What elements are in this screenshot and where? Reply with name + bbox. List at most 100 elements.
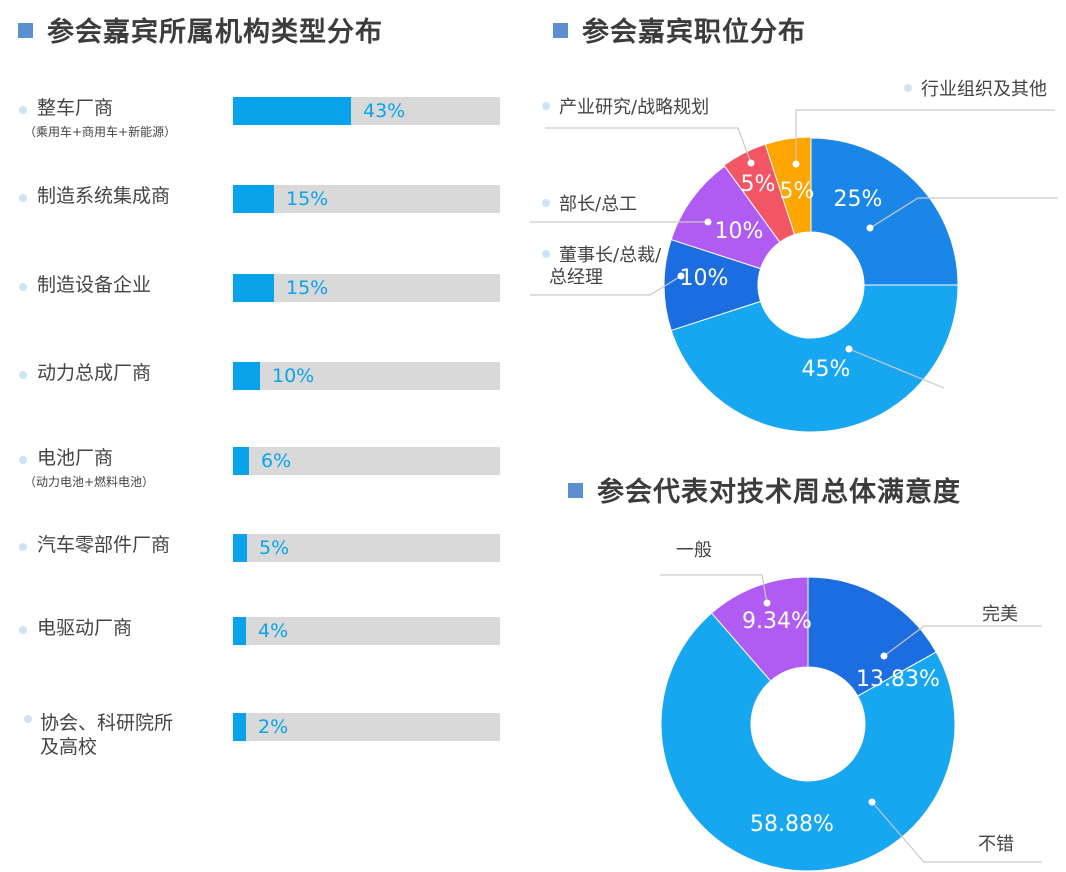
bar-track: 6% <box>233 447 500 475</box>
bar-row: 制造系统集成商 15% <box>0 184 520 244</box>
slice-value-label: 10% <box>715 219 764 244</box>
leader-dot <box>868 798 876 806</box>
bar-track: 4% <box>233 617 500 645</box>
legend-dot <box>542 199 550 207</box>
bar-value-label: 15% <box>286 277 329 299</box>
bar-fill <box>233 534 247 562</box>
satisfaction-title: 参会代表对技术周总体满意度 <box>568 470 961 509</box>
bar-value-label: 15% <box>286 188 329 210</box>
leader-line <box>795 109 1055 164</box>
legend-dot <box>19 626 27 634</box>
leader-line <box>883 625 1042 657</box>
position-title-text: 参会嘉宾职位分布 <box>582 17 806 48</box>
org-type-title: 参会嘉宾所属机构类型分布 <box>18 10 383 49</box>
title-square-icon <box>553 23 568 38</box>
category-label: 电池厂商 <box>37 447 114 469</box>
bar-row: 协会、科研院所 及高校 2% <box>0 705 520 765</box>
donut-slice <box>710 576 809 682</box>
bar-value-label: 5% <box>259 537 290 559</box>
bar-value-label: 4% <box>258 620 289 642</box>
category-label: 汽车零部件厂商 <box>37 534 171 556</box>
leader-dot <box>880 652 888 660</box>
donut-slice <box>660 612 956 872</box>
legend-dot <box>542 102 550 110</box>
bar-value-label: 43% <box>363 100 406 122</box>
bar-track: 15% <box>233 274 500 302</box>
slice-value-label: 58.88% <box>750 812 834 837</box>
slice-value-label: 5% <box>741 172 776 197</box>
legend-dot <box>24 715 32 723</box>
bar-fill <box>233 617 246 645</box>
legend-dot <box>19 543 27 551</box>
title-square-icon <box>18 23 33 38</box>
bar-track: 43% <box>233 97 500 125</box>
legend-dot <box>542 250 550 258</box>
donut-slice <box>764 136 812 236</box>
slice-value-label: 25% <box>834 187 883 212</box>
legend-dot <box>19 371 27 379</box>
bar-value-label: 6% <box>261 450 292 472</box>
leader-line <box>869 197 1058 229</box>
category-note: （乘用车+商用车+新能源） <box>24 125 177 139</box>
leader-line <box>530 275 682 296</box>
legend-label: 部长/总工 <box>559 194 637 215</box>
leader-line <box>660 574 768 604</box>
legend-label: 一般 <box>676 540 712 561</box>
category-label: 协会、科研院所 及高校 <box>40 712 174 758</box>
slice-value-label: 5% <box>780 179 815 204</box>
bar-fill <box>233 713 246 741</box>
category-label: 动力总成厂商 <box>37 362 152 384</box>
legend-dot <box>19 283 27 291</box>
category-label: 制造系统集成商 <box>37 185 171 207</box>
legend-dot <box>19 456 27 464</box>
legend-label: 董事长/总裁/ <box>559 245 662 266</box>
bar-fill <box>233 274 274 302</box>
legend-label: 行业组织及其他 <box>921 79 1047 100</box>
legend-label-continued: 总经理 <box>549 267 603 288</box>
bar-track: 2% <box>233 713 500 741</box>
leader-line <box>848 348 945 389</box>
legend-label: 完美 <box>982 604 1018 625</box>
bar-fill <box>233 185 274 213</box>
leader-dot <box>845 345 853 353</box>
donut-slice <box>810 137 959 286</box>
position-title: 参会嘉宾职位分布 <box>553 10 806 49</box>
title-square-icon <box>568 483 583 498</box>
category-note: （动力电池+燃料电池） <box>24 475 155 489</box>
bar-track: 5% <box>233 534 500 562</box>
donut-slice <box>807 576 937 697</box>
org-type-title-text: 参会嘉宾所属机构类型分布 <box>47 17 383 48</box>
bar-row: 整车厂商 （乘用车+商用车+新能源） 43% <box>0 96 520 156</box>
legend-dot <box>904 84 912 92</box>
slice-value-label: 13.83% <box>856 667 940 692</box>
bar-fill <box>233 447 249 475</box>
donut-slice <box>670 284 959 433</box>
legend-dot <box>19 106 27 114</box>
bar-row: 制造设备企业 15% <box>0 273 520 333</box>
leader-dot <box>704 218 712 226</box>
legend-label: 不错 <box>978 834 1014 855</box>
leader-line <box>871 801 1042 863</box>
bar-row: 汽车零部件厂商 5% <box>0 533 520 593</box>
bar-value-label: 2% <box>258 716 289 738</box>
bar-value-label: 10% <box>272 365 315 387</box>
bar-row: 电池厂商 （动力电池+燃料电池） 6% <box>0 446 520 506</box>
leader-dot <box>677 272 685 280</box>
leader-line <box>545 127 752 164</box>
legend-label: 产业研究/战略规划 <box>559 97 709 118</box>
leader-dot <box>866 224 874 232</box>
bar-fill <box>233 97 351 125</box>
category-label: 制造设备企业 <box>37 274 152 296</box>
leader-dot <box>747 159 755 167</box>
slice-value-label: 45% <box>802 357 851 382</box>
leader-dot <box>792 160 800 168</box>
bar-fill <box>233 362 260 390</box>
category-label: 电驱动厂商 <box>37 617 133 639</box>
satisfaction-title-text: 参会代表对技术周总体满意度 <box>597 477 961 508</box>
bar-track: 10% <box>233 362 500 390</box>
leader-dot <box>763 599 771 607</box>
bar-row: 动力总成厂商 10% <box>0 361 520 421</box>
legend-dot <box>19 194 27 202</box>
bar-row: 电驱动厂商 4% <box>0 616 520 676</box>
